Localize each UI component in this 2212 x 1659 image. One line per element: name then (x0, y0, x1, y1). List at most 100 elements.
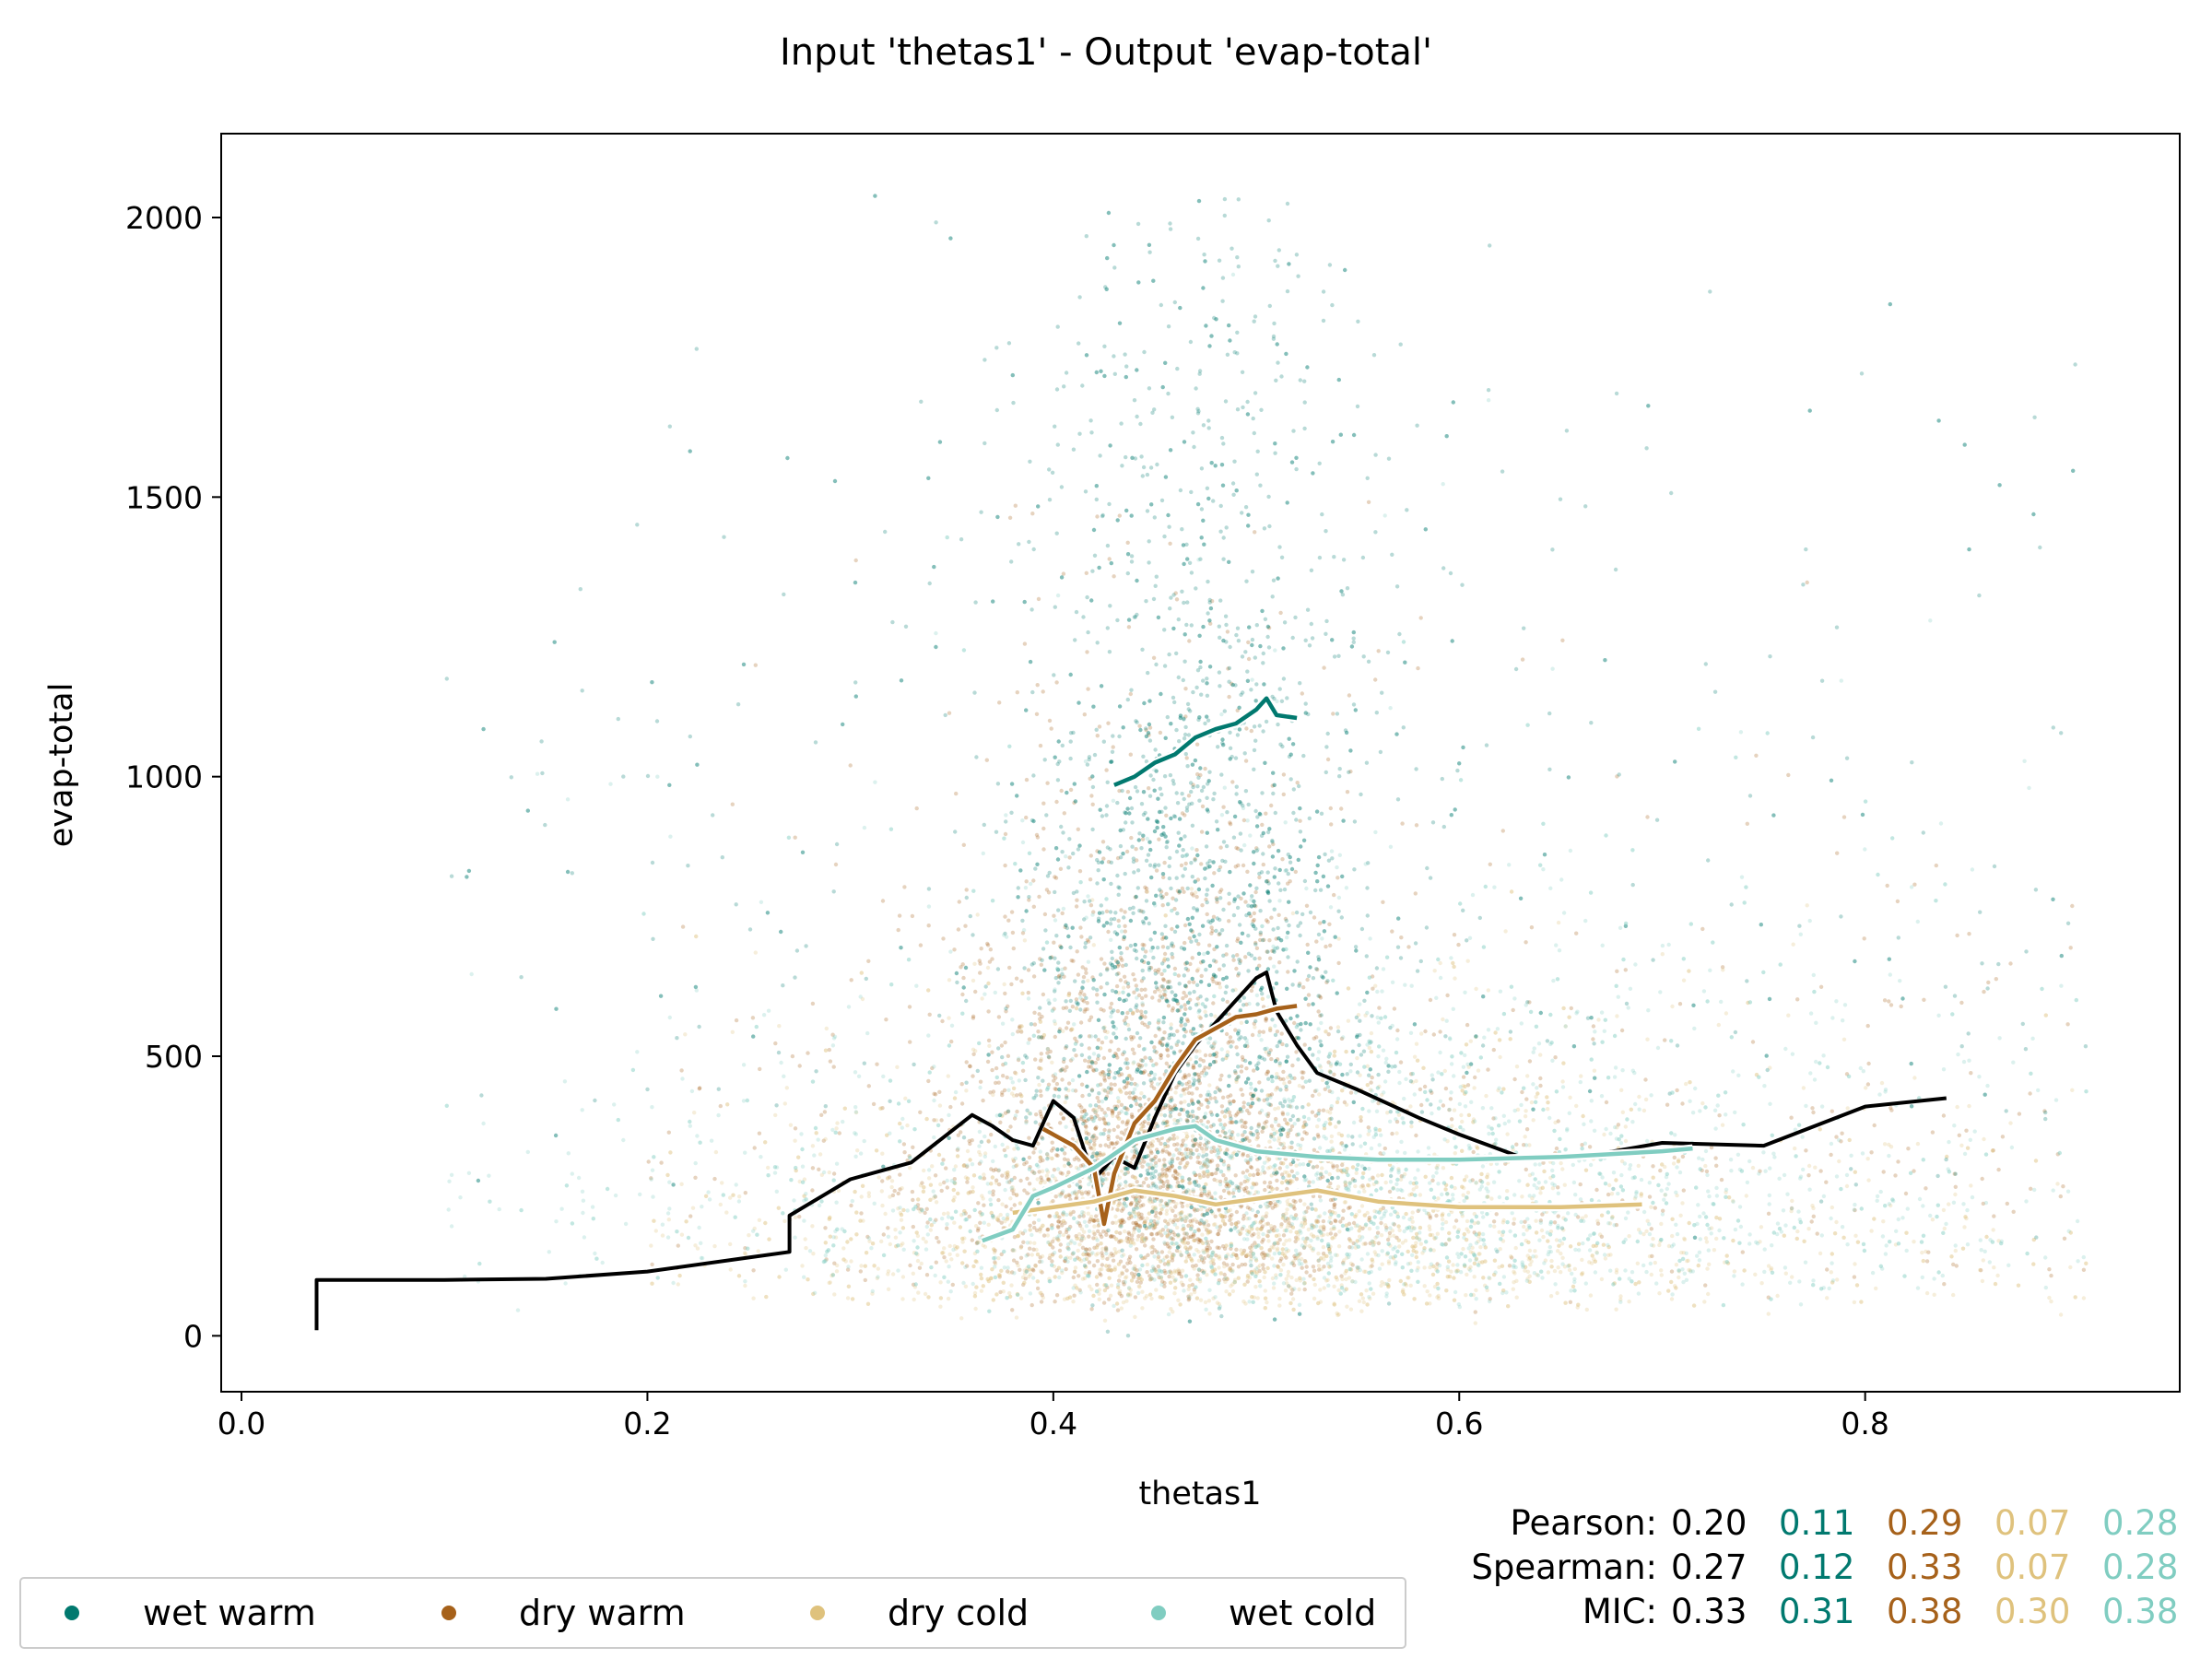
scatter-point (1162, 1158, 1167, 1162)
scatter-point (1460, 1119, 1465, 1124)
scatter-point (1400, 1241, 1406, 1245)
scatter-point (859, 1264, 864, 1268)
scatter-point (886, 1287, 891, 1292)
scatter-point (893, 1228, 898, 1232)
scatter-point (1198, 1175, 1203, 1180)
scatter-point (1149, 1058, 1154, 1063)
scatter-point (1301, 1124, 1307, 1128)
scatter-point (944, 1259, 948, 1264)
scatter-point (1126, 625, 1132, 629)
scatter-point (964, 888, 969, 892)
scatter-point (1054, 1293, 1060, 1298)
scatter-point (1122, 936, 1126, 942)
scatter-point (959, 1316, 964, 1321)
scatter-point (753, 663, 758, 667)
scatter-point (1119, 908, 1124, 912)
scatter-point (1228, 1035, 1233, 1040)
scatter-point (1386, 1259, 1392, 1264)
scatter-point (1254, 1136, 1259, 1142)
scatter-point (1264, 1222, 1268, 1227)
scatter-point (1106, 1134, 1111, 1139)
scatter-point (1050, 1140, 1054, 1145)
scatter-point (1200, 1232, 1205, 1237)
scatter-point (1199, 1194, 1204, 1198)
scatter-point (1160, 1279, 1165, 1284)
scatter-point (917, 1265, 923, 1270)
scatter-point (1014, 1071, 1018, 1077)
scatter-point (1064, 1194, 1069, 1198)
scatter-point (1218, 845, 1223, 850)
scatter-point (947, 978, 952, 982)
scatter-point (1275, 1071, 1279, 1077)
scatter-point (1239, 1088, 1243, 1092)
scatter-point (1338, 1219, 1343, 1224)
scatter-point (1567, 1015, 1571, 1019)
scatter-point (1257, 963, 1262, 969)
scatter-point (1213, 1214, 1218, 1219)
scatter-point (1045, 781, 1050, 785)
scatter-point (1152, 1086, 1157, 1091)
scatter-point (1852, 1275, 1857, 1279)
scatter-point (1167, 1168, 1172, 1173)
scatter-point (1131, 972, 1135, 977)
scatter-point (1233, 1113, 1239, 1118)
scatter-point (1082, 712, 1088, 717)
scatter-point (908, 1040, 912, 1044)
scatter-point (849, 978, 853, 982)
scatter-point (1335, 1025, 1341, 1030)
scatter-point (915, 1258, 921, 1264)
scatter-point (1079, 1116, 1084, 1122)
scatter-point (1268, 1026, 1273, 1031)
scatter-point (1100, 1040, 1105, 1045)
scatter-point (1220, 1110, 1225, 1114)
scatter-point (1110, 1234, 1114, 1239)
scatter-point (1019, 1094, 1024, 1099)
scatter-point (981, 1284, 986, 1288)
scatter-point (1538, 1076, 1543, 1081)
scatter-point (1039, 1269, 1043, 1274)
scatter-point (923, 1291, 928, 1297)
scatter-point (684, 1219, 688, 1224)
scatter-point (1525, 1182, 1531, 1187)
scatter-point (991, 1189, 995, 1194)
scatter-point (1080, 1093, 1085, 1099)
scatter-point (1478, 1245, 1483, 1250)
scatter-point (1464, 1174, 1469, 1179)
scatter-point (1036, 1141, 1041, 1147)
scatter-point (1035, 683, 1040, 688)
scatter-point (1027, 1135, 1031, 1140)
scatter-point (1691, 1303, 1697, 1308)
scatter-point (834, 1269, 840, 1274)
scatter-point (971, 1173, 977, 1178)
scatter-point (1177, 1271, 1182, 1276)
scatter-point (1159, 1053, 1163, 1058)
scatter-point (1209, 1149, 1214, 1154)
scatter-point (773, 1041, 778, 1046)
scatter-point (1981, 1258, 1985, 1263)
scatter-point (1815, 1231, 1819, 1236)
scatter-point (859, 1194, 864, 1199)
scatter-point (818, 1152, 823, 1157)
scatter-point (1587, 1145, 1593, 1149)
scatter-point (1044, 888, 1050, 892)
scatter-point (1257, 1279, 1262, 1284)
scatter-point (1222, 1277, 1227, 1282)
scatter-point (695, 1246, 700, 1251)
scatter-point (1143, 1243, 1147, 1248)
scatter-point (1915, 1141, 1921, 1147)
scatter-point (1234, 1185, 1240, 1191)
scatter-point (1574, 931, 1579, 935)
scatter-point (957, 900, 962, 904)
scatter-point (1019, 979, 1024, 983)
scatter-point (2042, 1109, 2047, 1113)
scatter-point (1336, 1312, 1341, 1317)
scatter-point (1044, 1173, 1050, 1178)
scatter-point (1088, 853, 1094, 858)
scatter-point (1719, 1177, 1724, 1182)
scatter-point (1245, 869, 1250, 874)
scatter-point (1153, 1033, 1158, 1039)
scatter-point (1895, 899, 1900, 904)
scatter-point (1538, 1191, 1543, 1195)
scatter-point (1342, 1258, 1347, 1263)
scatter-point (1256, 1235, 1261, 1240)
